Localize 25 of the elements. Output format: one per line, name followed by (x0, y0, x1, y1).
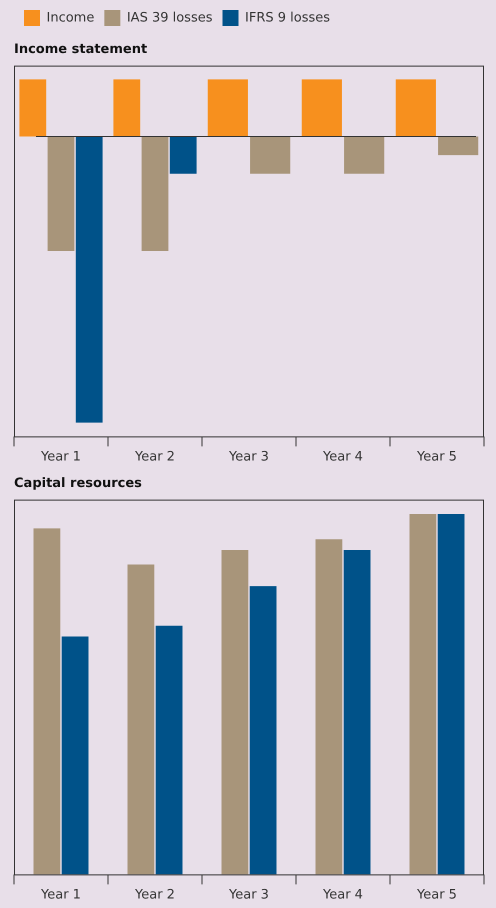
bar (438, 514, 464, 874)
x-tick-label: Year 1 (40, 450, 81, 465)
bar (62, 636, 88, 874)
bar (344, 550, 370, 874)
chart-title: Capital resources (14, 476, 142, 492)
legend-label: IFRS 9 losses (245, 10, 330, 26)
x-tick-label: Year 4 (322, 450, 363, 465)
bar (222, 550, 248, 874)
x-tick-label: Year 5 (416, 888, 457, 903)
bar (156, 626, 182, 874)
x-tick-label: Year 3 (228, 450, 269, 465)
x-tick-label: Year 3 (228, 888, 269, 903)
x-tick-label: Year 2 (134, 450, 175, 465)
x-tick-label: Year 5 (416, 450, 457, 465)
x-tick-label: Year 2 (134, 888, 175, 903)
bar (128, 564, 154, 874)
bar (250, 586, 276, 874)
bar (34, 528, 60, 874)
bar (316, 539, 342, 874)
chart-title: Income statement (14, 42, 148, 58)
x-tick-label: Year 1 (40, 888, 81, 903)
bar (410, 514, 436, 874)
legend-label: Income (46, 10, 94, 26)
legend-label: IAS 39 losses (126, 10, 213, 26)
x-tick-label: Year 4 (322, 888, 363, 903)
